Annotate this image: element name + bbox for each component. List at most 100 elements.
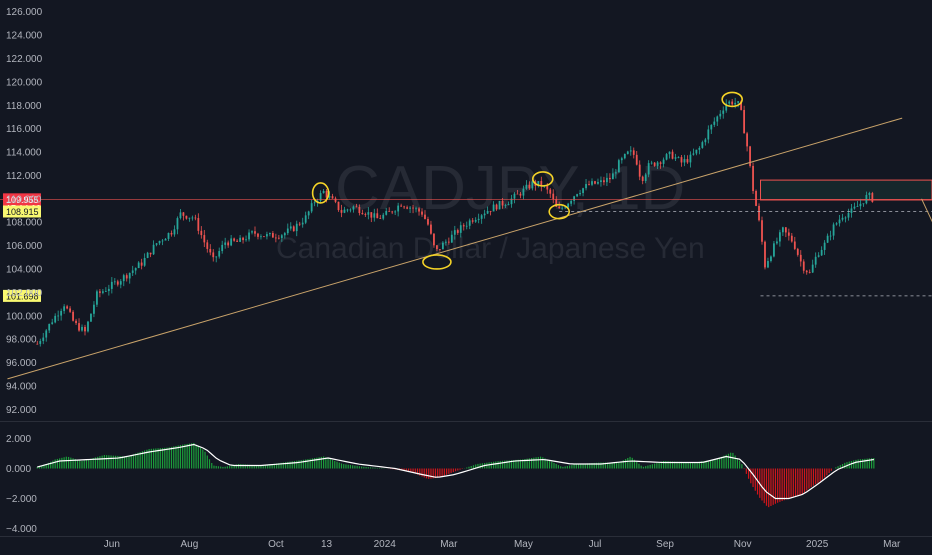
candle-body [644, 174, 647, 181]
candle-body [418, 208, 420, 212]
candle-body [781, 227, 784, 233]
price-tick-label: 114.000 [6, 148, 42, 159]
candle-body [382, 214, 385, 219]
candle-body [459, 225, 462, 233]
candle [781, 226, 784, 236]
candle [495, 203, 498, 211]
candle-body [868, 193, 871, 195]
candle-body [301, 222, 304, 225]
candle-body [87, 321, 89, 332]
candle [832, 222, 835, 240]
candle-body [447, 241, 450, 243]
candle-body [826, 235, 829, 243]
candle [453, 225, 456, 240]
candle-body [620, 158, 623, 161]
candle [206, 239, 209, 253]
candle-body [209, 248, 212, 253]
candle [662, 157, 665, 168]
candle-body [761, 220, 763, 242]
candle [152, 240, 155, 256]
candle [764, 240, 766, 270]
candle [591, 178, 593, 187]
osc-tick-label: 0.000 [6, 464, 31, 475]
candle [72, 310, 74, 322]
candle-body [579, 193, 581, 195]
watermark-symbol: CADJPY, 1D [335, 154, 685, 223]
candle-body [483, 213, 486, 216]
candle-body [764, 241, 766, 268]
candle-body [796, 248, 799, 255]
candle [215, 256, 218, 263]
candle [871, 191, 874, 203]
candle [391, 210, 394, 215]
signal-line [37, 443, 874, 500]
candle [84, 324, 86, 336]
candle-body [221, 244, 224, 252]
candle-body [39, 341, 42, 344]
candle-body [295, 223, 298, 232]
candle-body [513, 193, 516, 199]
candle-body [811, 264, 814, 273]
candle-body [364, 214, 367, 215]
candle [134, 267, 137, 275]
candle [337, 201, 340, 212]
projection-path [921, 198, 932, 223]
candle-body [439, 249, 441, 250]
candle-body [725, 103, 728, 111]
candle [471, 218, 474, 224]
candle [749, 145, 751, 168]
candle [119, 279, 122, 289]
candle [39, 338, 42, 347]
candle-body [713, 121, 716, 125]
level-a-tag: 108.915 [3, 205, 41, 218]
x-tick-label: Jul [589, 539, 602, 550]
candle-body [576, 194, 578, 197]
candle [254, 226, 256, 237]
candle-body [331, 196, 334, 199]
candle [773, 241, 775, 258]
candle [725, 99, 728, 113]
candle-body [453, 230, 456, 235]
candle-body [146, 252, 149, 258]
candle [695, 149, 698, 156]
candle [835, 222, 838, 226]
candle [698, 146, 701, 155]
candle-body [254, 231, 256, 234]
candle [158, 240, 161, 246]
candle-body [844, 217, 847, 219]
candle [382, 212, 385, 221]
candle-body [179, 212, 182, 219]
trendline [7, 117, 903, 380]
candle-body [266, 234, 268, 237]
candle-body [525, 184, 528, 189]
candle-body [838, 219, 841, 224]
candle [456, 228, 459, 235]
candle [412, 204, 414, 214]
candle-body [635, 154, 638, 165]
candle-body [131, 270, 134, 273]
candle [376, 208, 379, 219]
candle-body [215, 256, 218, 258]
candle-body [96, 291, 98, 305]
candle [665, 152, 668, 161]
candle-body [75, 320, 77, 324]
candle [101, 289, 104, 295]
candle-body [206, 242, 209, 249]
candle [483, 209, 486, 219]
candle-body [78, 323, 80, 331]
candle-body [692, 153, 695, 155]
candle-body [731, 101, 734, 105]
candle [233, 237, 236, 242]
watermark-description: Canadian Dollar / Japanese Yen [276, 232, 705, 265]
x-tick-label: Mar [883, 539, 901, 550]
candle-body [51, 322, 54, 324]
candle-body [677, 157, 680, 158]
candle-body [406, 207, 408, 209]
candle-body [84, 326, 86, 332]
candle-body [600, 180, 602, 183]
candle-body [93, 304, 95, 314]
candle [716, 115, 719, 127]
candle [611, 168, 614, 180]
level-b-tag: 101.698 [3, 289, 41, 302]
